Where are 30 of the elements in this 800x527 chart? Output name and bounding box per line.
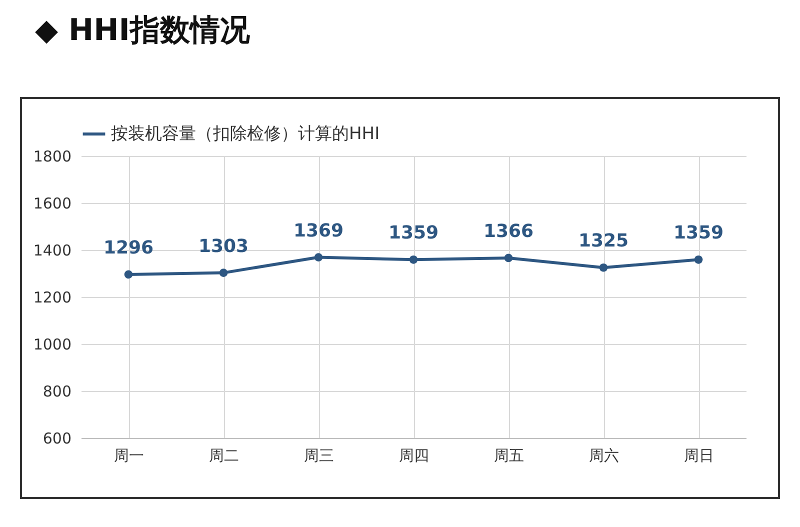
y-tick-label: 1800 (33, 148, 72, 166)
x-tick-label: 周三 (304, 446, 334, 464)
point (599, 263, 608, 272)
data-label: 1359 (673, 222, 724, 244)
point (694, 255, 703, 264)
y-tick-label: 1200 (33, 288, 72, 306)
point (504, 254, 513, 262)
y-tick-label: 800 (42, 382, 72, 400)
x-tick-label: 周五 (494, 446, 524, 464)
data-label: 1366 (483, 220, 534, 242)
y-tick-label: 1000 (33, 336, 72, 354)
point (314, 253, 323, 262)
y-tick-label: 1400 (33, 242, 72, 260)
data-label: 1325 (578, 230, 629, 252)
data-label: 1303 (198, 236, 249, 257)
point (409, 255, 418, 264)
y-tick-label: 1600 (33, 194, 72, 212)
x-tick-label: 周一 (114, 446, 144, 464)
data-label: 1296 (103, 237, 154, 258)
chart-title: ◆ HHI指数情况 (35, 12, 250, 50)
x-tick-label: 周六 (589, 446, 619, 464)
x-tick-label: 周四 (399, 446, 429, 464)
x-tick-label: 周二 (209, 446, 239, 464)
point (219, 268, 228, 277)
y-tick-label: 600 (42, 430, 72, 448)
data-label: 1369 (293, 220, 344, 242)
point (124, 270, 133, 279)
x-tick-label: 周日 (684, 446, 714, 464)
data-label: 1359 (388, 222, 439, 244)
legend-label: 按装机容量（扣除检修）计算的HHI (111, 124, 380, 144)
